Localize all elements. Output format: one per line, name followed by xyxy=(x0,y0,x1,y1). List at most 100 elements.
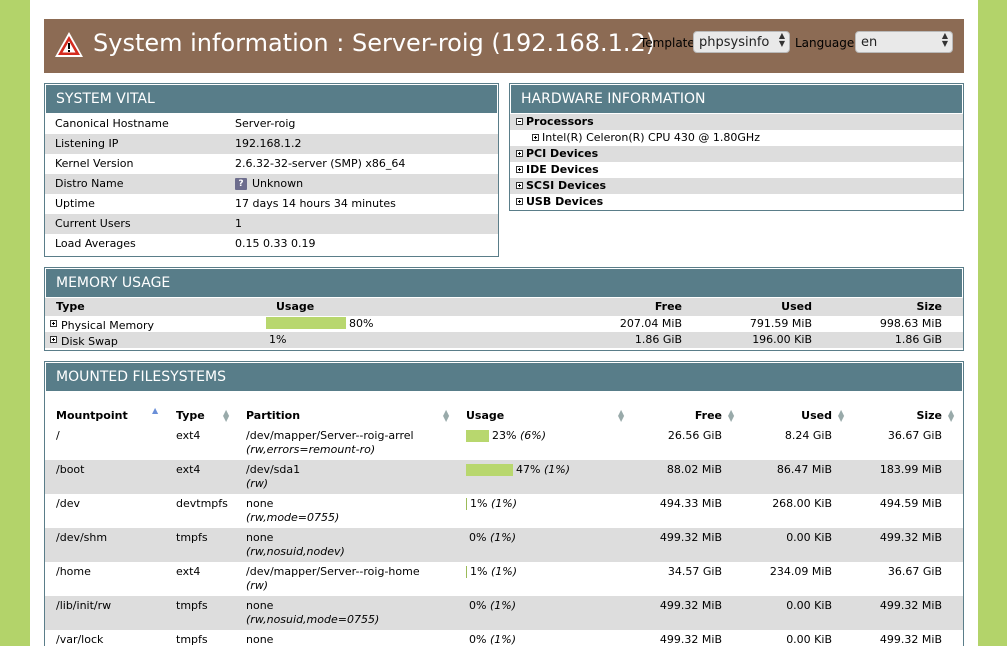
fs-type: tmpfs xyxy=(176,633,208,646)
page-title: System information : Server-roig (192.16… xyxy=(93,29,656,57)
fs-partition: none xyxy=(246,531,274,544)
sort-asc-icon[interactable]: ▲ xyxy=(152,406,159,415)
fs-mount-options: (rw,nosuid,nodev) xyxy=(246,545,345,558)
sort-icon[interactable]: ▲ ▼ xyxy=(443,408,450,423)
tree-scsi[interactable]: SCSI Devices xyxy=(510,178,963,194)
fs-usage: 1% (1%) xyxy=(470,562,517,582)
memory-panel: MEMORY USAGE Type Usage Free Used Size P… xyxy=(44,267,964,351)
collapse-icon[interactable] xyxy=(516,118,523,125)
fs-header-row: Mountpoint ▲ Type ▲ ▼ Partition ▲ ▼ Usage … xyxy=(45,406,963,426)
fs-free: 499.32 MiB xyxy=(659,531,722,544)
fs-row: / ext4/dev/mapper/Server--roig-arrel (rw,e… xyxy=(45,426,963,460)
memory-usage-text: 80% xyxy=(349,317,374,330)
memory-title: MEMORY USAGE xyxy=(46,269,962,297)
fs-usage-text: 0% xyxy=(469,531,487,544)
sort-icon[interactable]: ▲ ▼ xyxy=(223,408,230,423)
fs-mount-options: (rw) xyxy=(246,579,269,592)
expand-icon[interactable] xyxy=(532,134,539,141)
vital-label: Uptime xyxy=(55,197,95,210)
fs-col-free[interactable]: Free xyxy=(694,409,722,422)
vital-value-text: Unknown xyxy=(252,177,304,190)
vital-value: 17 days 14 hours 34 minutes xyxy=(235,194,396,214)
fs-type: devtmpfs xyxy=(176,497,228,510)
fs-row: /dev/shm tmpfs none (rw,nosuid,nodev) 0% (1%… xyxy=(45,528,963,562)
memory-used: 196.00 KiB xyxy=(752,333,812,346)
fs-usage-text: 1% xyxy=(470,497,488,510)
tree-pci[interactable]: PCI Devices xyxy=(510,146,963,162)
vital-value: 192.168.1.2 xyxy=(235,134,301,154)
expand-icon[interactable] xyxy=(50,320,57,327)
sort-icon[interactable]: ▲ ▼ xyxy=(728,408,735,423)
fs-mount-options: (rw,mode=0755) xyxy=(246,511,340,524)
sort-icon[interactable]: ▲ ▼ xyxy=(948,408,955,423)
fs-col-mountpoint[interactable]: Mountpoint xyxy=(56,409,128,422)
sort-icon[interactable]: ▲ ▼ xyxy=(618,408,625,423)
expand-icon[interactable] xyxy=(516,166,523,173)
fs-col-used[interactable]: Used xyxy=(801,409,832,422)
fs-usage: 1% (1%) xyxy=(470,494,517,514)
fs-type: ext4 xyxy=(176,463,201,476)
fs-size: 183.99 MiB xyxy=(879,463,942,476)
language-select-value: en xyxy=(861,35,878,50)
fs-free: 499.32 MiB xyxy=(659,633,722,646)
tree-processors[interactable]: Processors xyxy=(510,114,963,130)
tree-ide[interactable]: IDE Devices xyxy=(510,162,963,178)
tree-cpu[interactable]: Intel(R) Celeron(R) CPU 430 @ 1.80GHz xyxy=(510,130,963,146)
fs-used: 234.09 MiB xyxy=(769,565,832,578)
tree-usb[interactable]: USB Devices xyxy=(510,194,963,210)
vital-value: 2.6.32-32-server (SMP) x86_64 xyxy=(235,154,405,174)
fs-type: ext4 xyxy=(176,429,201,442)
filesystems-panel: MOUNTED FILESYSTEMS Mountpoint ▲ Type ▲ ▼… xyxy=(44,361,964,646)
fs-col-type[interactable]: Type xyxy=(176,409,205,422)
expand-icon[interactable] xyxy=(516,182,523,189)
template-select[interactable]: phpsysinfo ▲ ▼ xyxy=(693,31,790,53)
fs-inodes-text: (1%) xyxy=(490,565,517,578)
fs-usage-text: 0% xyxy=(469,633,487,646)
fs-usage-text: 0% xyxy=(469,599,487,612)
expand-icon[interactable] xyxy=(516,198,523,205)
select-arrows-icon: ▲ ▼ xyxy=(778,31,785,48)
language-select[interactable]: en ▲ ▼ xyxy=(855,31,953,53)
expand-icon[interactable] xyxy=(50,336,57,343)
vital-value: 0.15 0.33 0.19 xyxy=(235,234,315,254)
fs-partition: /dev/sda1 xyxy=(246,463,301,476)
fs-used: 8.24 GiB xyxy=(784,429,832,442)
fs-mountpoint: /home xyxy=(56,565,91,578)
fs-free: 499.32 MiB xyxy=(659,599,722,612)
fs-inodes-text: (1%) xyxy=(489,599,516,612)
vital-row: Current Users 1 xyxy=(45,214,498,234)
tree-processors-label: Processors xyxy=(526,115,594,128)
fs-col-usage[interactable]: Usage xyxy=(466,409,505,422)
fs-partition: none xyxy=(246,497,274,510)
memory-usage-text: 1% xyxy=(269,333,287,346)
fs-free: 494.33 MiB xyxy=(659,497,722,510)
fs-usage: 0% (1%) xyxy=(469,528,516,548)
fs-row: /home ext4/dev/mapper/Server--roig-home (r… xyxy=(45,562,963,596)
vital-value-text: 192.168.1.2 xyxy=(235,137,302,150)
tree-pci-label: PCI Devices xyxy=(526,147,599,160)
vital-label: Distro Name xyxy=(55,177,124,190)
fs-used: 0.00 KiB xyxy=(786,531,832,544)
fs-free: 34.57 GiB xyxy=(667,565,722,578)
sort-icon[interactable]: ▲ ▼ xyxy=(838,408,845,423)
system-vital-table: Canonical Hostname Server-roig Listening I… xyxy=(45,114,498,254)
fs-type: tmpfs xyxy=(176,599,208,612)
expand-icon[interactable] xyxy=(516,150,523,157)
fs-type: tmpfs xyxy=(176,531,208,544)
system-vital-panel: SYSTEM VITAL Canonical Hostname Server-ro… xyxy=(44,83,499,257)
vital-label: Listening IP xyxy=(55,137,119,150)
memory-size: 998.63 MiB xyxy=(879,317,942,330)
memory-free: 207.04 MiB xyxy=(619,317,682,330)
fs-col-size[interactable]: Size xyxy=(916,409,942,422)
fs-col-partition[interactable]: Partition xyxy=(246,409,301,422)
fs-size: 36.67 GiB xyxy=(887,565,942,578)
fs-usage: 0% (1%) xyxy=(469,596,516,616)
fs-size: 36.67 GiB xyxy=(887,429,942,442)
fs-usage-bar xyxy=(466,464,513,476)
vital-label: Load Averages xyxy=(55,237,136,250)
fs-table: / ext4/dev/mapper/Server--roig-arrel (rw,e… xyxy=(45,426,963,646)
fs-used: 0.00 KiB xyxy=(786,633,832,646)
fs-usage: 23% (6%) xyxy=(492,426,546,446)
system-vital-title: SYSTEM VITAL xyxy=(46,85,497,113)
vital-row: Kernel Version 2.6.32-32-server (SMP) x86… xyxy=(45,154,498,174)
